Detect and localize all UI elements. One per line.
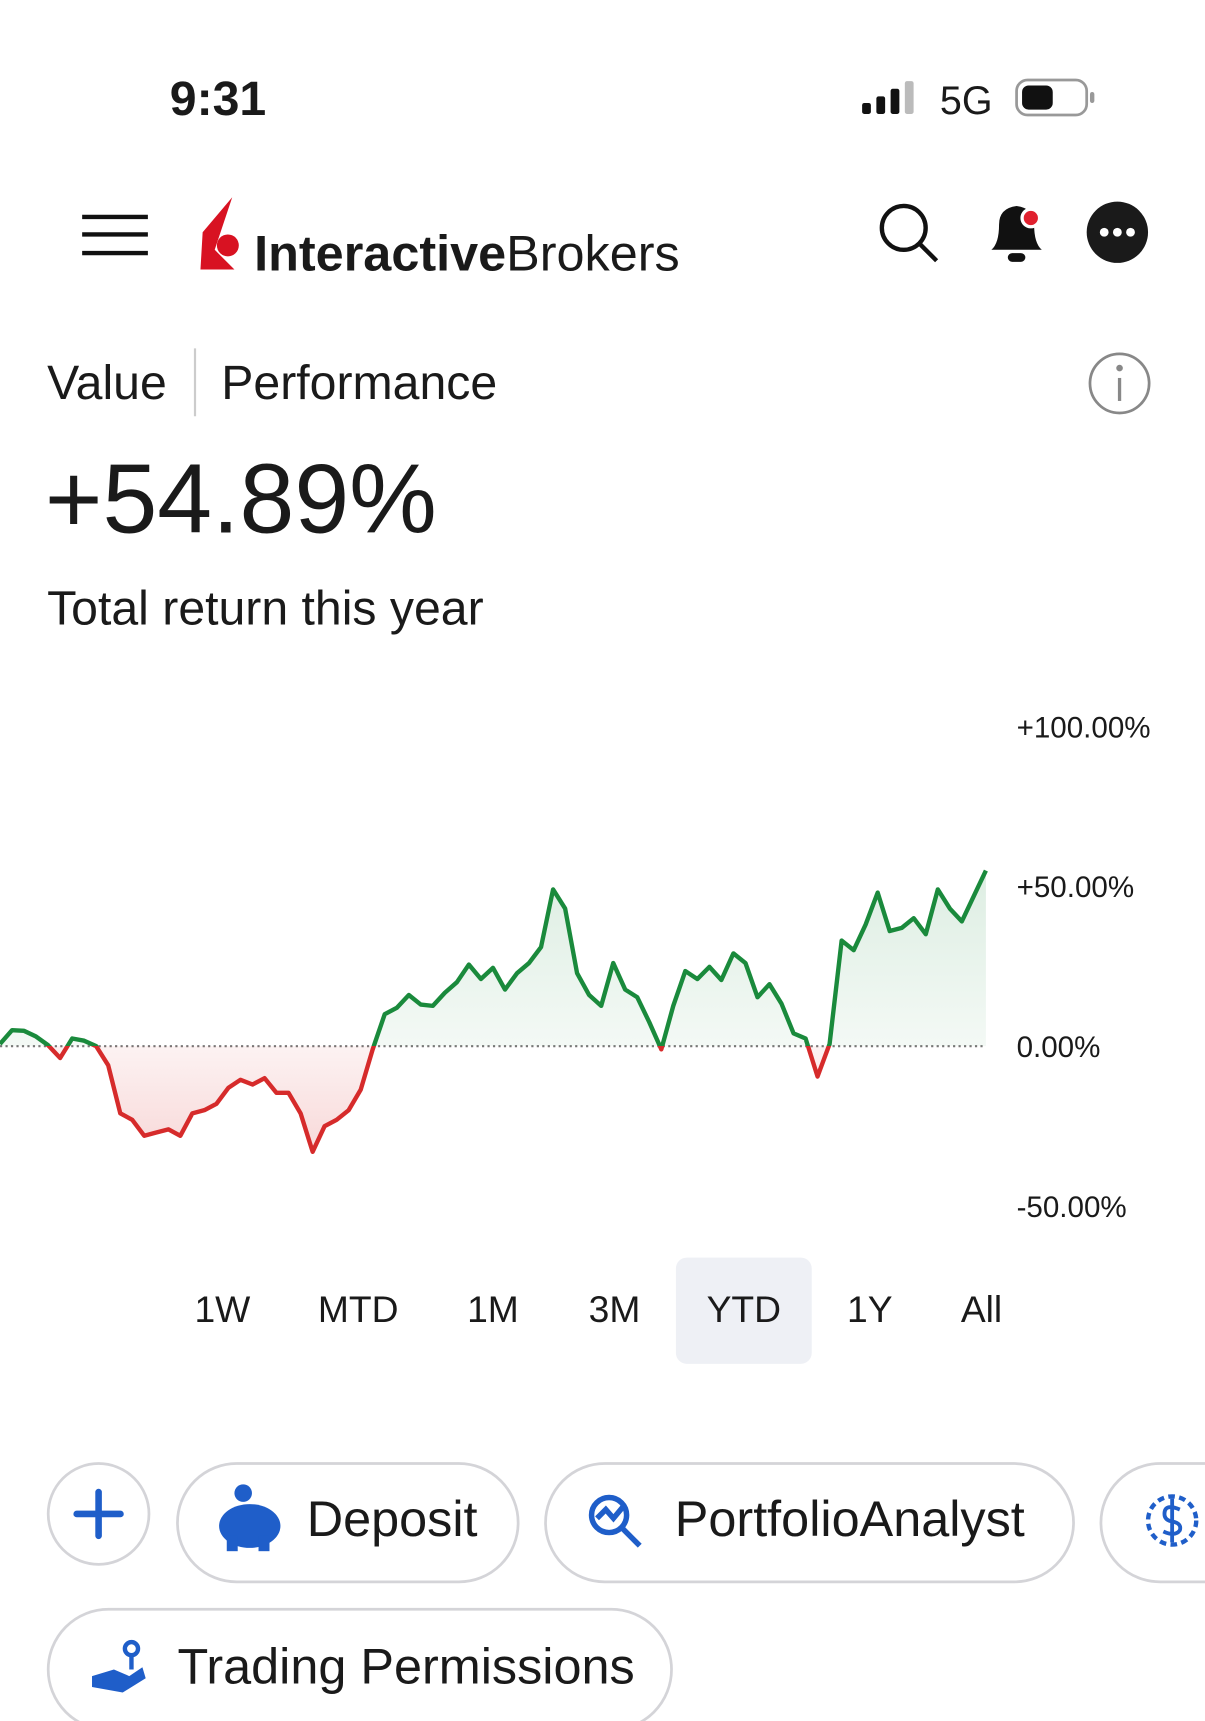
deposit-button[interactable]: Deposit xyxy=(176,1462,520,1584)
tab-value[interactable]: Value xyxy=(47,356,167,410)
range-option[interactable]: 1Y xyxy=(847,1288,893,1330)
y-tick-label: 0.00% xyxy=(1017,1031,1101,1064)
notifications-button[interactable] xyxy=(991,205,1042,262)
range-option[interactable]: All xyxy=(961,1288,1002,1330)
brand-regular: Brokers xyxy=(506,225,680,282)
more-button[interactable] xyxy=(1086,201,1149,263)
more-actions-button[interactable] xyxy=(1099,1462,1205,1584)
range-option[interactable]: MTD xyxy=(318,1288,399,1330)
battery-icon xyxy=(1015,78,1095,117)
y-tick-label: -50.00% xyxy=(1017,1191,1127,1224)
action-label: PortfolioAnalyst xyxy=(675,1490,1025,1547)
brand-name: InteractiveBrokers xyxy=(254,225,680,282)
search-button[interactable] xyxy=(879,203,939,263)
action-label: Trading Permissions xyxy=(177,1638,634,1695)
status-time: 9:31 xyxy=(170,72,266,126)
range-option[interactable]: YTD xyxy=(707,1288,781,1330)
brand-logo xyxy=(200,197,239,270)
network-label: 5G xyxy=(940,79,993,123)
range-option[interactable]: 3M xyxy=(589,1288,641,1330)
y-tick-label: +50.00% xyxy=(1017,871,1135,904)
menu-button[interactable] xyxy=(82,214,148,256)
range-highlight xyxy=(675,1257,812,1364)
line xyxy=(0,869,988,1154)
signal-icon xyxy=(862,81,914,114)
tab-performance[interactable]: Performance xyxy=(221,356,497,410)
portfolio-analyst-button[interactable]: PortfolioAnalyst xyxy=(544,1462,1075,1584)
action-label: Deposit xyxy=(307,1490,478,1547)
range-option[interactable]: 1W xyxy=(194,1288,251,1330)
headline-value: +54.89% xyxy=(45,443,437,553)
trading-permissions-button[interactable]: Trading Permissions xyxy=(46,1607,673,1721)
headline-caption: Total return this year xyxy=(47,581,484,635)
area xyxy=(0,870,986,1152)
range-option[interactable]: 1M xyxy=(467,1288,519,1330)
brand-bold: Interactive xyxy=(254,225,506,282)
y-tick-label: +100.00% xyxy=(1017,711,1151,744)
info-button[interactable] xyxy=(1088,352,1151,415)
add-button[interactable] xyxy=(46,1462,151,1566)
